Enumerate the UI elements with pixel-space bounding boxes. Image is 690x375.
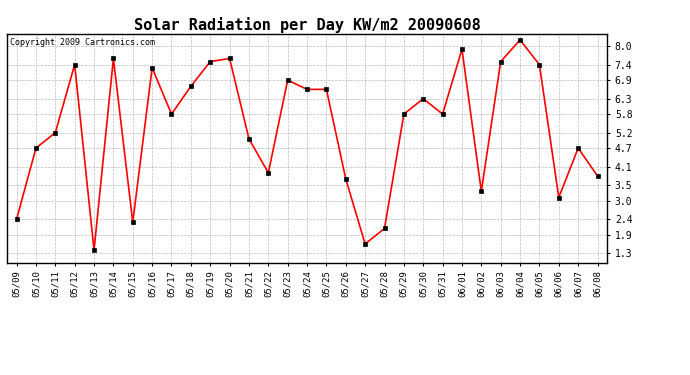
Text: Copyright 2009 Cartronics.com: Copyright 2009 Cartronics.com [10, 38, 155, 47]
Title: Solar Radiation per Day KW/m2 20090608: Solar Radiation per Day KW/m2 20090608 [134, 16, 480, 33]
